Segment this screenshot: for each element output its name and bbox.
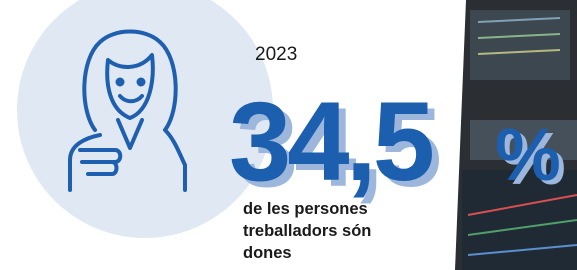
value: 34,5 [229, 79, 433, 204]
description-line: dones [243, 244, 292, 262]
canvas: 2023 34,5 34,5 % % de les persones treba… [0, 0, 577, 270]
year: 2023 [255, 44, 297, 65]
infographic: 2023 34,5 34,5 % % de les persones treba… [0, 0, 577, 270]
description-line: treballadors són [243, 222, 371, 240]
unit: % [495, 113, 561, 196]
description-line: de les persones [243, 200, 368, 218]
